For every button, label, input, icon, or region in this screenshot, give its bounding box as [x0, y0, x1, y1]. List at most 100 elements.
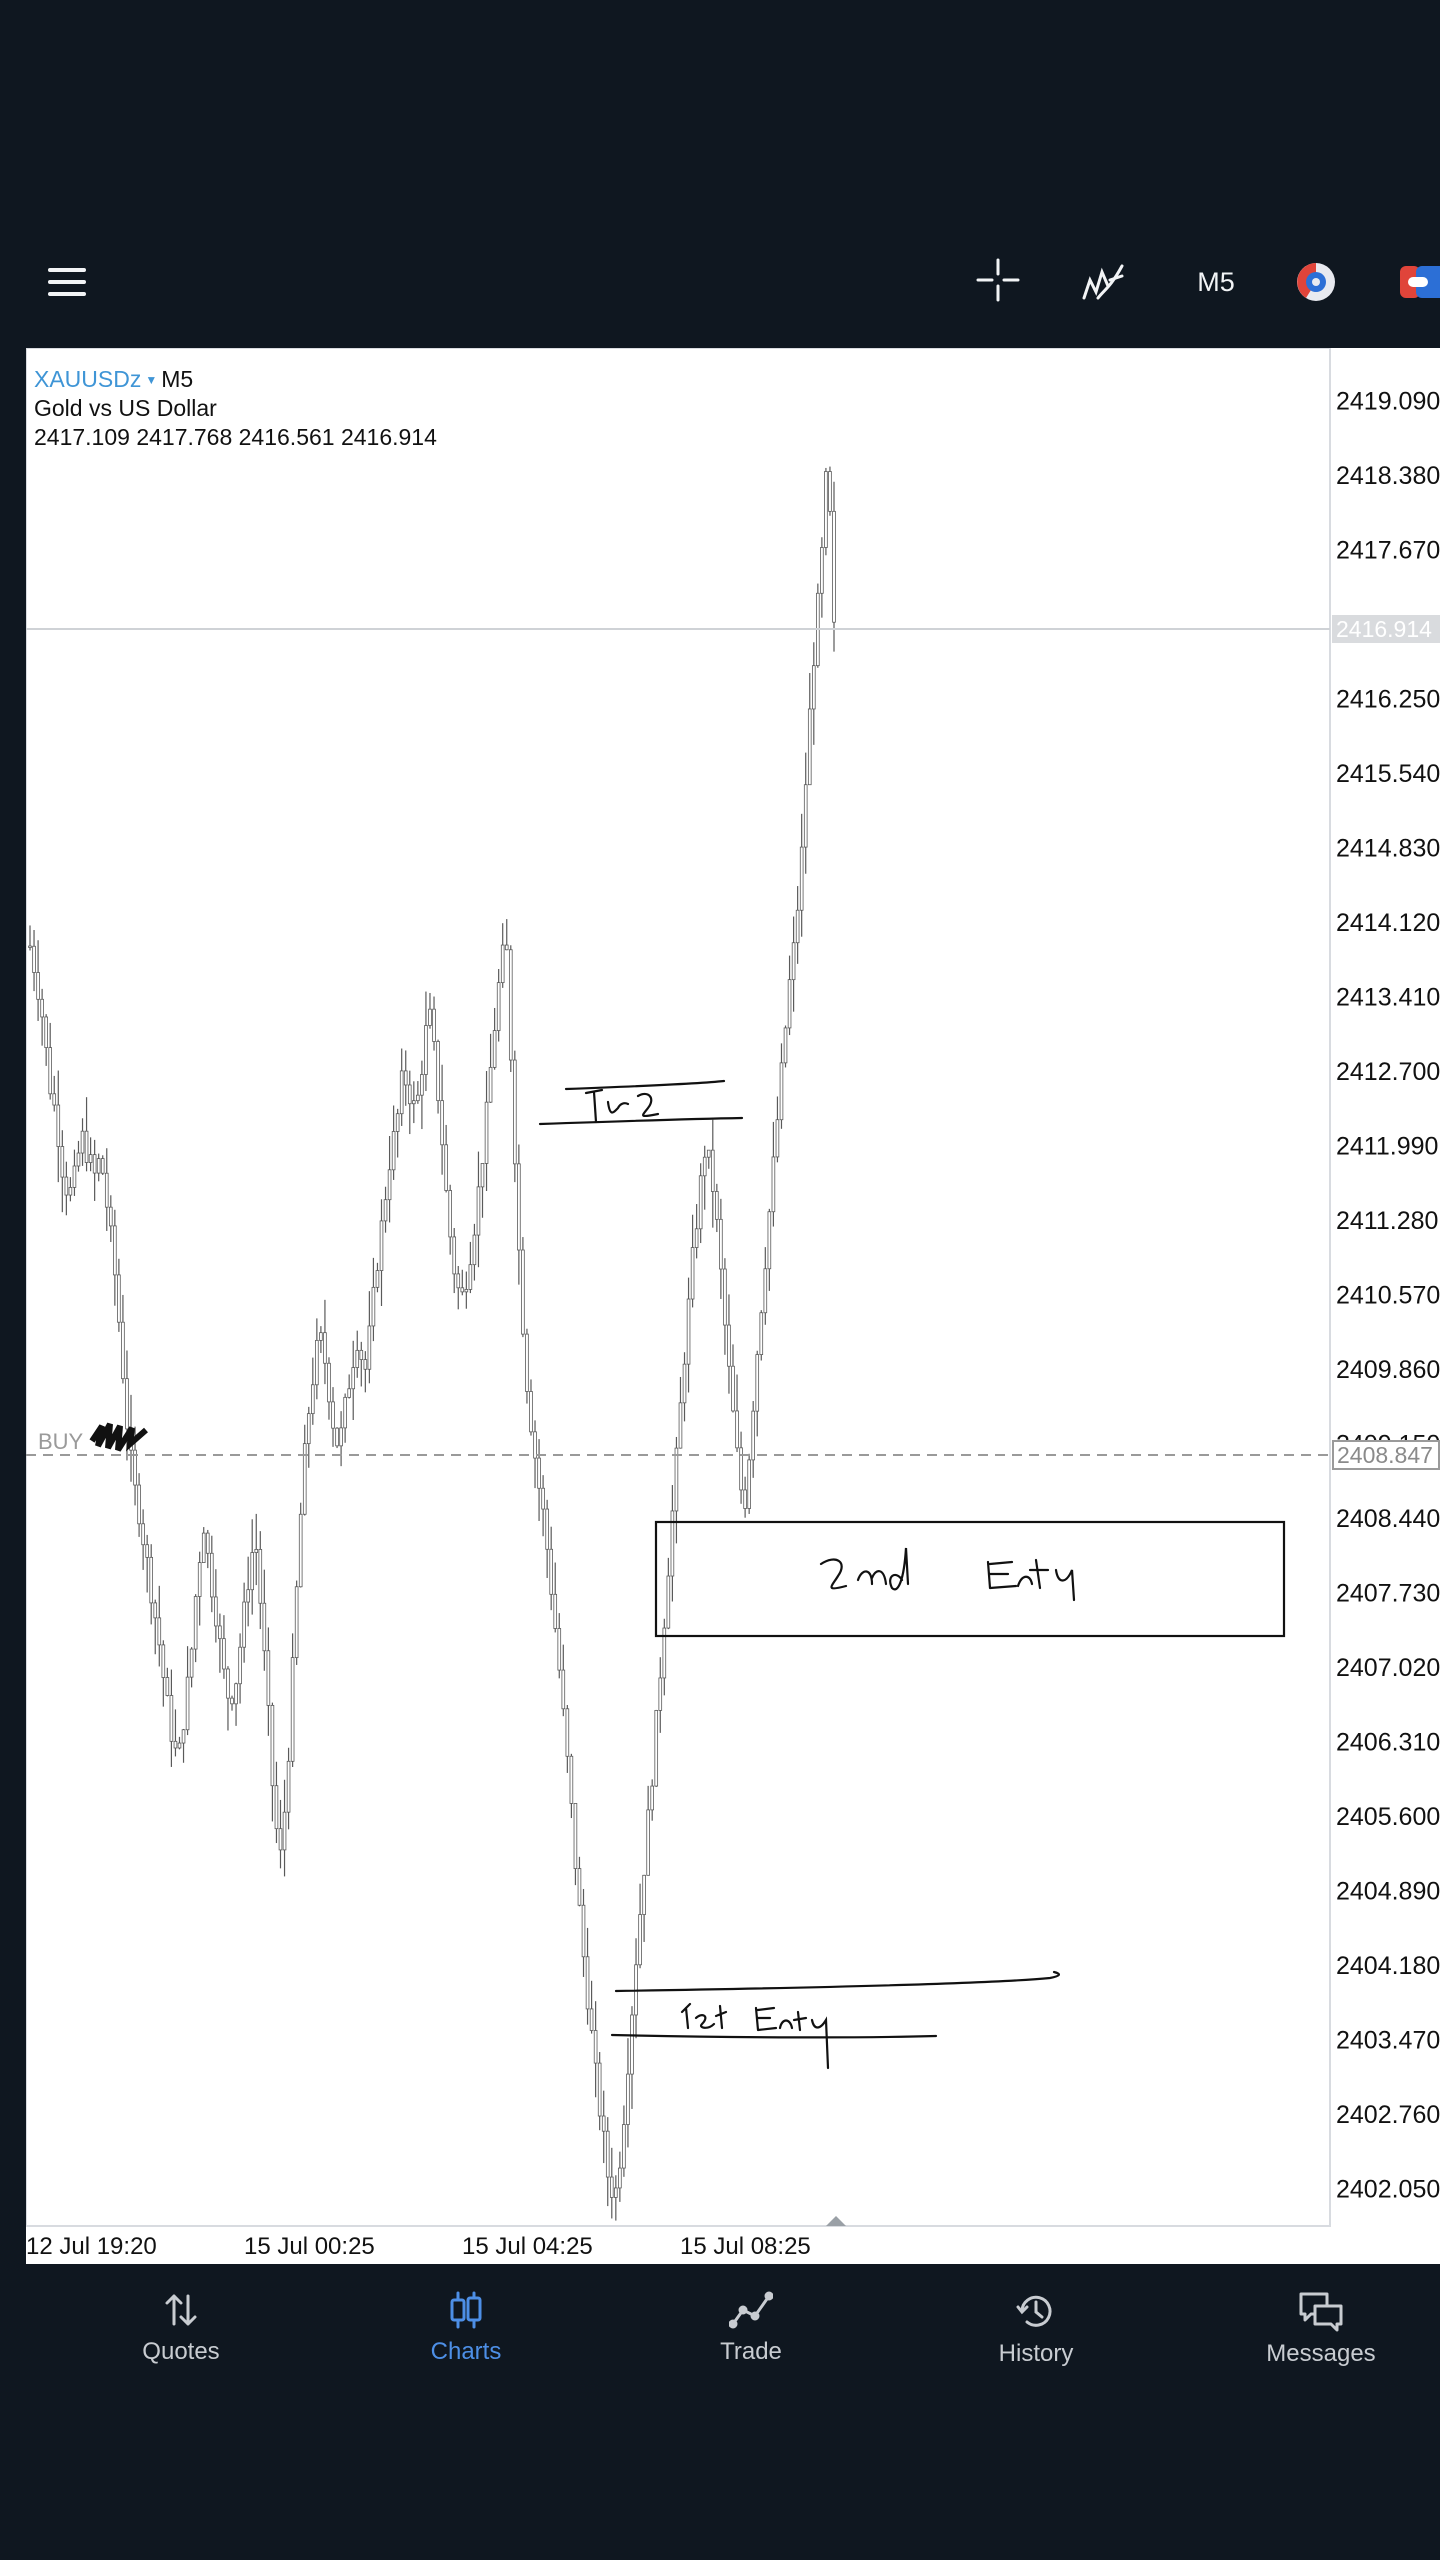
instrument-name: Gold vs US Dollar [34, 395, 217, 421]
candle-body [678, 1402, 683, 1449]
candle-body [480, 1163, 485, 1188]
candle-body [399, 1070, 404, 1115]
candle-body [230, 1697, 234, 1705]
candle-body [795, 909, 800, 944]
nav-charts[interactable]: Charts [366, 2290, 566, 2380]
candle-body [315, 1339, 319, 1386]
candle-body [759, 1312, 764, 1355]
time-tick-label: 15 Jul 00:25 [244, 2233, 375, 2260]
price-tick-label: 2406.310 [1336, 1728, 1440, 1756]
candle-body [258, 1549, 263, 1604]
symbol-row[interactable]: XAUUSDz ▼ M5 [34, 366, 193, 393]
candle-body [646, 1809, 650, 1876]
candle-body [525, 1333, 529, 1392]
share-icon[interactable] [1400, 262, 1440, 302]
symbol-dropdown-icon[interactable]: ▼ [145, 373, 158, 387]
candle-body [618, 2167, 622, 2189]
candle-body [214, 1596, 218, 1627]
crosshair-icon[interactable] [976, 258, 1020, 302]
candle-body [117, 1274, 121, 1323]
candle-body [662, 1627, 667, 1679]
candle-body [274, 1785, 279, 1830]
candle-body [626, 2073, 630, 2125]
first-entry-script [680, 2002, 830, 2070]
nav-history[interactable]: History [936, 2290, 1136, 2380]
messages-bubbles-icon [1299, 2292, 1343, 2332]
candle-body [710, 1149, 715, 1192]
candle-body [832, 510, 836, 623]
candle-body [254, 1549, 259, 1553]
candle-body [36, 972, 40, 1000]
candle-body [541, 1487, 545, 1510]
candle-body [727, 1324, 731, 1367]
price-tick-label: 2417.670 [1336, 536, 1440, 564]
chart-area[interactable]: BUY 2419.090 2418.380 2417.670 2416.250 2415… [26, 348, 1440, 2266]
price-tick-label: 2405.600 [1336, 1803, 1440, 1831]
candle-body [424, 1025, 428, 1075]
symbol-name[interactable]: XAUUSDz [34, 366, 142, 392]
candle-body [298, 1513, 303, 1588]
candle-body [682, 1363, 687, 1404]
candle-body [181, 1729, 186, 1744]
candle-body [222, 1638, 226, 1670]
candle-body [250, 1552, 255, 1591]
time-tick-label: 15 Jul 04:25 [462, 2233, 593, 2260]
candle-body [218, 1625, 222, 1640]
candle-body [824, 471, 828, 548]
candle-body [597, 2062, 602, 2117]
current-price-tag [1332, 615, 1440, 643]
candle-body [589, 2008, 594, 2031]
candle-body [92, 1154, 97, 1174]
handwritten-annotations [538, 1079, 1286, 2070]
candle-body [605, 2130, 610, 2178]
candle-body [72, 1165, 77, 1188]
nav-history-label: History [998, 2340, 1074, 2367]
candle-body [529, 1391, 533, 1433]
candle-body [686, 1298, 691, 1365]
time-axis: 12 Jul 19:20 15 Jul 00:25 15 Jul 04:25 15 J… [26, 2233, 811, 2260]
nav-messages[interactable]: Messages [1221, 2290, 1421, 2380]
candle-body [137, 1484, 141, 1525]
candle-body [557, 1628, 562, 1671]
candle-body [197, 1562, 202, 1597]
candle-body [278, 1828, 283, 1851]
price-tick-label: 2412.700 [1336, 1058, 1440, 1086]
candle-body [828, 471, 832, 512]
candle-body [56, 1104, 61, 1147]
candle-body [302, 1443, 307, 1515]
candle-body [403, 1070, 408, 1086]
charts-candles-icon [450, 2291, 482, 2329]
first-entry-upper-line [614, 1970, 1060, 1993]
candle-body [169, 1695, 174, 1742]
time-tick-label: 12 Jul 19:20 [26, 2233, 157, 2260]
candle-body [40, 998, 44, 1018]
candle-body [545, 1508, 549, 1550]
candle-body [440, 1100, 444, 1146]
clock-icon[interactable] [1294, 260, 1338, 304]
price-tick-label: 2415.540 [1336, 760, 1440, 788]
trade-line-icon [729, 2291, 773, 2329]
candle-body [658, 1677, 663, 1711]
nav-messages-label: Messages [1266, 2340, 1376, 2367]
candle-body [391, 1131, 396, 1171]
candle-body [113, 1225, 117, 1276]
candle-body [739, 1447, 743, 1491]
nav-trade[interactable]: Trade [651, 2290, 851, 2380]
candle-body [32, 945, 36, 973]
candle-body [84, 1130, 89, 1163]
timeframe-button[interactable]: M5 [1197, 267, 1235, 297]
candle-body [64, 1176, 69, 1196]
candle-body [246, 1589, 250, 1603]
candle-body [779, 1062, 784, 1121]
nav-quotes[interactable]: Quotes [81, 2290, 281, 2380]
hamburger-menu-icon[interactable] [48, 268, 86, 296]
candle-body [674, 1447, 679, 1512]
price-tick-label: 2411.990 [1336, 1132, 1438, 1160]
candle-body [323, 1332, 327, 1364]
candle-body [282, 1811, 287, 1851]
indicators-icon[interactable] [1080, 258, 1126, 304]
candle-body [412, 1100, 416, 1105]
candle-body [266, 1650, 271, 1706]
candle-body [201, 1532, 206, 1563]
candle-body [472, 1234, 477, 1266]
